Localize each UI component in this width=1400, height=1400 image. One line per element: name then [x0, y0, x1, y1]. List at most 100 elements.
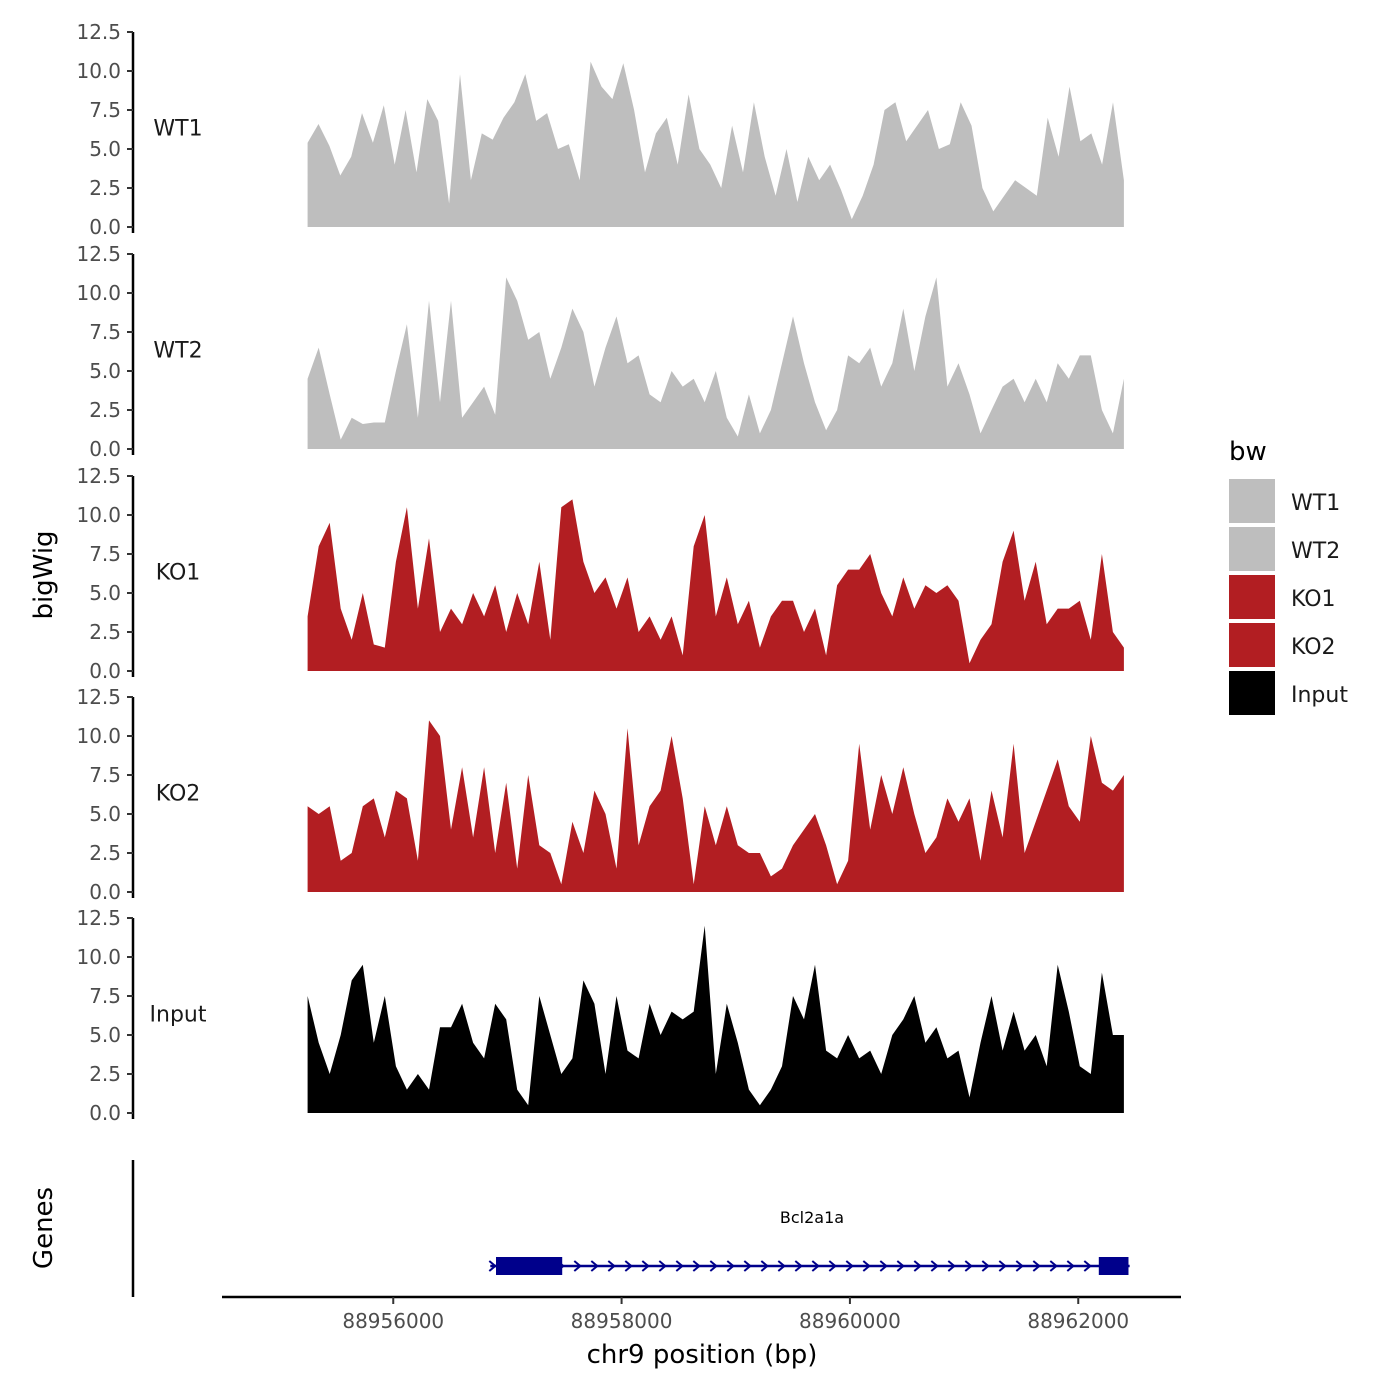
strand-arrow: [1015, 1260, 1024, 1272]
y-tick-label: 10.0: [76, 945, 121, 969]
y-tick-label: 7.5: [89, 763, 121, 787]
strand-arrow: [675, 1260, 684, 1272]
y-tick-label: 5.0: [89, 359, 121, 383]
gene-panel: Bcl2a1a 88956000 88958000 88960000 88962000: [131, 1160, 1181, 1333]
track-label: Input: [150, 1002, 207, 1027]
track-label: KO1: [156, 560, 201, 585]
x-tick-label: 88956000: [342, 1309, 444, 1333]
y-axis-title: bigWig: [29, 530, 59, 619]
legend-swatch: [1229, 671, 1275, 715]
y-tick-label: 2.5: [89, 841, 121, 865]
strand-arrow: [879, 1260, 888, 1272]
track-label: KO2: [156, 781, 201, 806]
signal-tracks: 0.0 2.5 5.0 7.5 10.0 12.5 WT1 0.0 2.5 5.0 7.5 10.0 1…: [76, 20, 1124, 1125]
y-tick-label: 10.0: [76, 724, 121, 748]
gene-exon: [1098, 1257, 1129, 1275]
y-tick-label: 2.5: [89, 620, 121, 644]
legend-label: KO2: [1291, 635, 1336, 660]
legend-title: bw: [1229, 437, 1267, 467]
strand-arrow: [726, 1260, 735, 1272]
y-tick-label: 12.5: [76, 464, 121, 488]
strand-arrow: [658, 1260, 667, 1272]
strand-arrow: [777, 1260, 786, 1272]
y-tick-label: 0.0: [89, 659, 121, 683]
y-tick-label: 7.5: [89, 320, 121, 344]
strand-arrow: [760, 1260, 769, 1272]
strand-arrow: [692, 1260, 701, 1272]
y-tick-label: 12.5: [76, 906, 121, 930]
strand-arrow: [1032, 1260, 1041, 1272]
track-ko2: 0.0 2.5 5.0 7.5 10.0 12.5 KO2: [76, 685, 1124, 904]
strand-arrow: [1066, 1260, 1075, 1272]
track-input: 0.0 2.5 5.0 7.5 10.0 12.5 Input: [76, 906, 1124, 1125]
y-tick-label: 12.5: [76, 242, 121, 266]
track-wt2: 0.0 2.5 5.0 7.5 10.0 12.5 WT2: [76, 242, 1124, 461]
signal-area-wt1: [307, 61, 1124, 227]
legend-label: KO1: [1291, 587, 1336, 612]
track-wt1: 0.0 2.5 5.0 7.5 10.0 12.5 WT1: [76, 20, 1124, 239]
legend: bw WT1 WT2 KO1 KO2 Input: [1229, 437, 1348, 715]
strand-arrow: [709, 1260, 718, 1272]
strand-arrow: [641, 1260, 650, 1272]
strand-arrow: [488, 1260, 497, 1272]
signal-area-wt2: [307, 277, 1124, 449]
strand-arrow: [590, 1260, 599, 1272]
y-tick-label: 5.0: [89, 581, 121, 605]
track-ko1: 0.0 2.5 5.0 7.5 10.0 12.5 KO1: [76, 464, 1124, 683]
legend-swatch: [1229, 527, 1275, 571]
strand-arrow: [913, 1260, 922, 1272]
genes-axis-title: Genes: [29, 1187, 59, 1269]
strand-arrow: [981, 1260, 990, 1272]
y-tick-label: 5.0: [89, 137, 121, 161]
legend-label: WT2: [1291, 539, 1340, 564]
y-tick-label: 10.0: [76, 281, 121, 305]
strand-arrow: [964, 1260, 973, 1272]
legend-label: Input: [1291, 683, 1348, 708]
y-tick-label: 10.0: [76, 59, 121, 83]
strand-arrow: [1049, 1260, 1058, 1272]
strand-arrow: [828, 1260, 837, 1272]
strand-arrow: [624, 1260, 633, 1272]
legend-label: WT1: [1291, 491, 1340, 516]
y-tick-label: 0.0: [89, 880, 121, 904]
y-tick-label: 10.0: [76, 503, 121, 527]
y-tick-label: 2.5: [89, 398, 121, 422]
strand-arrow: [743, 1260, 752, 1272]
y-tick-label: 0.0: [89, 215, 121, 239]
legend-swatch: [1229, 479, 1275, 523]
strand-arrow: [845, 1260, 854, 1272]
strand-arrow: [811, 1260, 820, 1272]
signal-area-ko1: [307, 499, 1124, 671]
strand-arrow: [998, 1260, 1007, 1272]
y-tick-label: 2.5: [89, 1062, 121, 1086]
strand-arrow: [862, 1260, 871, 1272]
y-tick-label: 12.5: [76, 685, 121, 709]
x-tick-label: 88958000: [571, 1309, 673, 1333]
y-tick-label: 0.0: [89, 1101, 121, 1125]
signal-area-input: [307, 925, 1124, 1113]
legend-swatch: [1229, 575, 1275, 619]
y-tick-label: 7.5: [89, 542, 121, 566]
signal-area-ko2: [307, 720, 1124, 892]
strand-arrow: [1083, 1260, 1092, 1272]
strand-arrow: [896, 1260, 905, 1272]
y-tick-label: 0.0: [89, 437, 121, 461]
x-tick-label: 88960000: [799, 1309, 901, 1333]
strand-arrow: [947, 1260, 956, 1272]
track-label: WT1: [153, 116, 202, 141]
strand-arrow: [573, 1260, 582, 1272]
strand-arrow: [930, 1260, 939, 1272]
track-label: WT2: [153, 338, 202, 363]
gene-label: Bcl2a1a: [780, 1208, 844, 1227]
y-tick-label: 5.0: [89, 802, 121, 826]
y-tick-label: 7.5: [89, 984, 121, 1008]
strand-arrow: [794, 1260, 803, 1272]
x-tick-label: 88962000: [1027, 1309, 1129, 1333]
y-tick-label: 2.5: [89, 176, 121, 200]
y-tick-label: 5.0: [89, 1023, 121, 1047]
y-tick-label: 12.5: [76, 20, 121, 44]
y-tick-label: 7.5: [89, 98, 121, 122]
x-axis-title: chr9 position (bp): [587, 1340, 818, 1370]
strand-arrow: [607, 1260, 616, 1272]
